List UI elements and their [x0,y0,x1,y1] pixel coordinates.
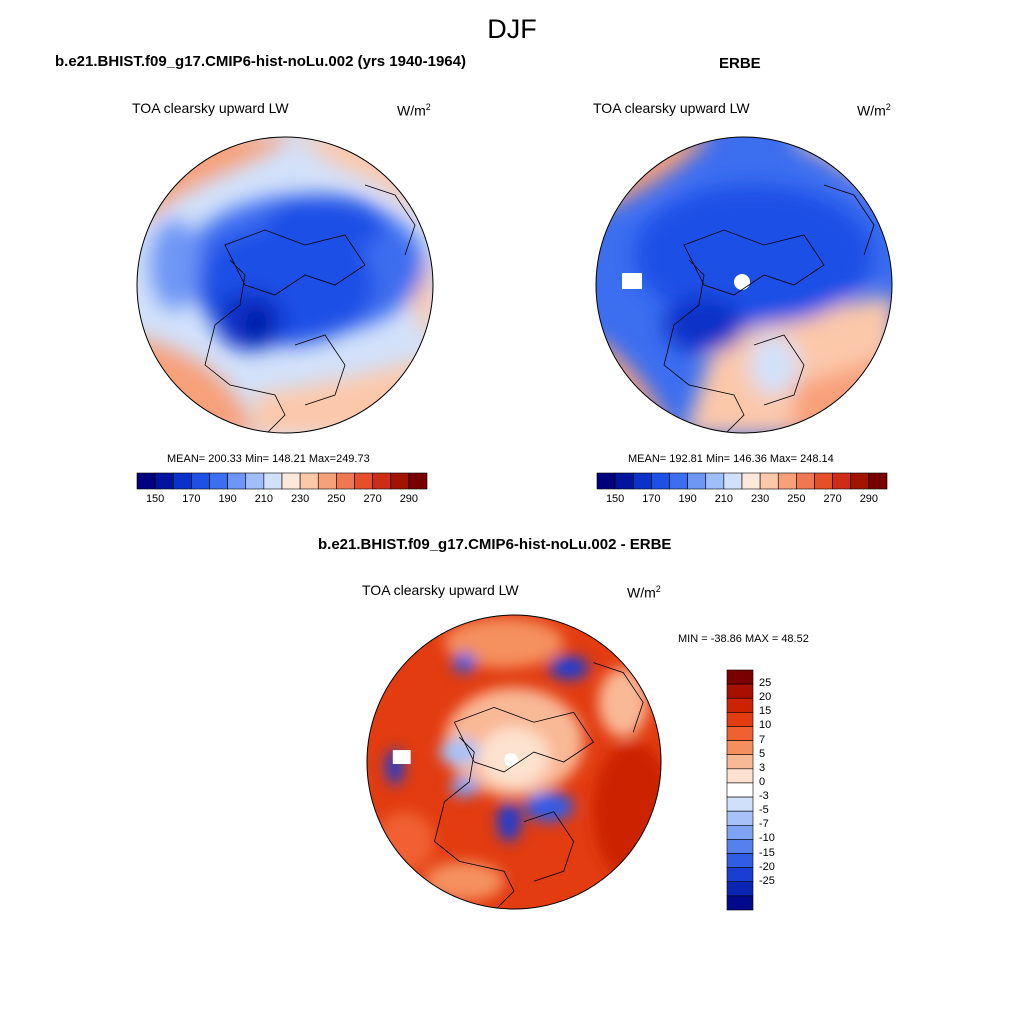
colorbar-tick-label: 7 [759,733,766,746]
colorbar-tick-label: 270 [363,493,382,505]
panel2-title: ERBE [719,55,761,72]
colorbar-tick-label: 190 [678,493,697,505]
colorbar-tick-label: 210 [714,493,734,505]
colorbar-swatch [726,697,754,713]
colorbar-swatch [209,472,228,490]
panel1-stats: MEAN= 200.33 Min= 148.21 Max=249.73 [167,453,370,465]
colorbar-tick-label: 270 [823,493,842,505]
colorbar-swatch [726,853,754,868]
panel3-stats: MIN = -38.86 MAX = 48.52 [678,633,809,645]
colorbar-swatch [723,472,743,490]
colorbar-tick-label: 250 [787,493,806,505]
colorbar-swatch [726,881,754,897]
panel1-units: W/m2 [397,102,431,119]
colorbar-tick-label: 190 [218,493,237,505]
colorbar-swatch [726,740,754,756]
colorbar-swatch [850,472,870,490]
panel3-title: b.e21.BHIST.f09_g17.CMIP6-hist-noLu.002 … [318,536,672,553]
colorbar-swatch [299,472,319,490]
colorbar-tick-label: -25 [759,874,775,887]
colorbar-swatch [726,810,754,826]
colorbar-swatch [372,472,392,490]
colorbar-swatch [726,796,754,812]
colorbar-tick-label: 170 [182,493,201,505]
colorbar-swatch [281,472,301,490]
colorbar-tick-label: 5 [759,747,766,760]
colorbar-tick-label: -20 [759,860,775,873]
colorbar-swatch [669,472,688,490]
colorbar-tick-label: 290 [859,493,879,505]
colorbar-swatch [317,472,337,490]
panel1-title: b.e21.BHIST.f09_g17.CMIP6-hist-noLu.002 … [55,53,466,70]
colorbar-swatch [796,472,815,490]
colorbar-swatch [614,472,634,490]
colorbar-tick-label: 250 [327,493,346,505]
colorbar-swatch [868,472,888,490]
colorbar-tick-label: -3 [759,790,769,803]
colorbar-swatch [263,472,283,490]
colorbar-swatch [726,669,754,685]
panel2-colorbar [596,472,888,490]
colorbar-swatch [390,472,410,490]
panel2-units: W/m2 [857,102,891,119]
colorbar-swatch [726,895,754,911]
colorbar-swatch [726,768,754,784]
colorbar-tick-label: 20 [759,691,772,704]
colorbar-tick-label: 10 [759,719,772,732]
colorbar-swatch [741,472,761,490]
colorbar-tick-label: -5 [759,804,769,817]
colorbar-tick-label: 3 [759,761,766,774]
colorbar-swatch [726,726,754,741]
colorbar-swatch [705,472,725,490]
panel1-field-label: TOA clearsky upward LW [132,100,289,116]
panel3-colorbar [726,669,754,911]
colorbar-tick-label: 230 [750,493,770,505]
panel3-polar-map [366,614,662,910]
colorbar-swatch [726,782,754,798]
colorbar-swatch [172,472,192,490]
colorbar-swatch [596,472,616,490]
colorbar-tick-label: 230 [290,493,310,505]
colorbar-tick-label: 25 [759,677,772,690]
colorbar-tick-label: -7 [759,818,769,831]
colorbar-tick-label: -15 [759,846,775,859]
colorbar-swatch [336,472,355,490]
colorbar-tick-label: 290 [399,493,419,505]
colorbar-swatch [726,683,754,699]
season-title: DJF [487,14,537,44]
colorbar-swatch [726,712,754,727]
colorbar-swatch [154,472,174,490]
panel3-units: W/m2 [627,584,661,601]
colorbar-tick-label: 150 [605,493,625,505]
colorbar-swatch [777,472,797,490]
colorbar-swatch [814,472,833,490]
colorbar-swatch [632,472,652,490]
panel3-field-label: TOA clearsky upward LW [362,582,519,598]
colorbar-swatch [227,472,247,490]
panel2-polar-map [595,136,893,434]
colorbar-swatch [759,472,779,490]
colorbar-swatch [408,472,428,490]
colorbar-swatch [651,472,670,490]
colorbar-swatch [136,472,156,490]
colorbar-swatch [726,839,754,854]
colorbar-tick-label: 170 [642,493,661,505]
colorbar-swatch [726,867,754,883]
colorbar-tick-label: 150 [145,493,165,505]
colorbar-swatch [245,472,265,490]
colorbar-tick-label: -10 [759,832,775,845]
colorbar-swatch [191,472,210,490]
colorbar-tick-label: 210 [254,493,274,505]
panel2-stats: MEAN= 192.81 Min= 146.36 Max= 248.14 [628,453,834,465]
colorbar-swatch [832,472,852,490]
panel2-field-label: TOA clearsky upward LW [593,100,750,116]
colorbar-swatch [687,472,707,490]
colorbar-swatch [726,754,754,770]
panel1-polar-map [136,136,434,434]
colorbar-tick-label: 0 [759,775,766,788]
colorbar-tick-label: 15 [759,705,772,718]
colorbar-swatch [726,824,754,840]
colorbar-swatch [354,472,373,490]
panel1-colorbar [136,472,428,490]
